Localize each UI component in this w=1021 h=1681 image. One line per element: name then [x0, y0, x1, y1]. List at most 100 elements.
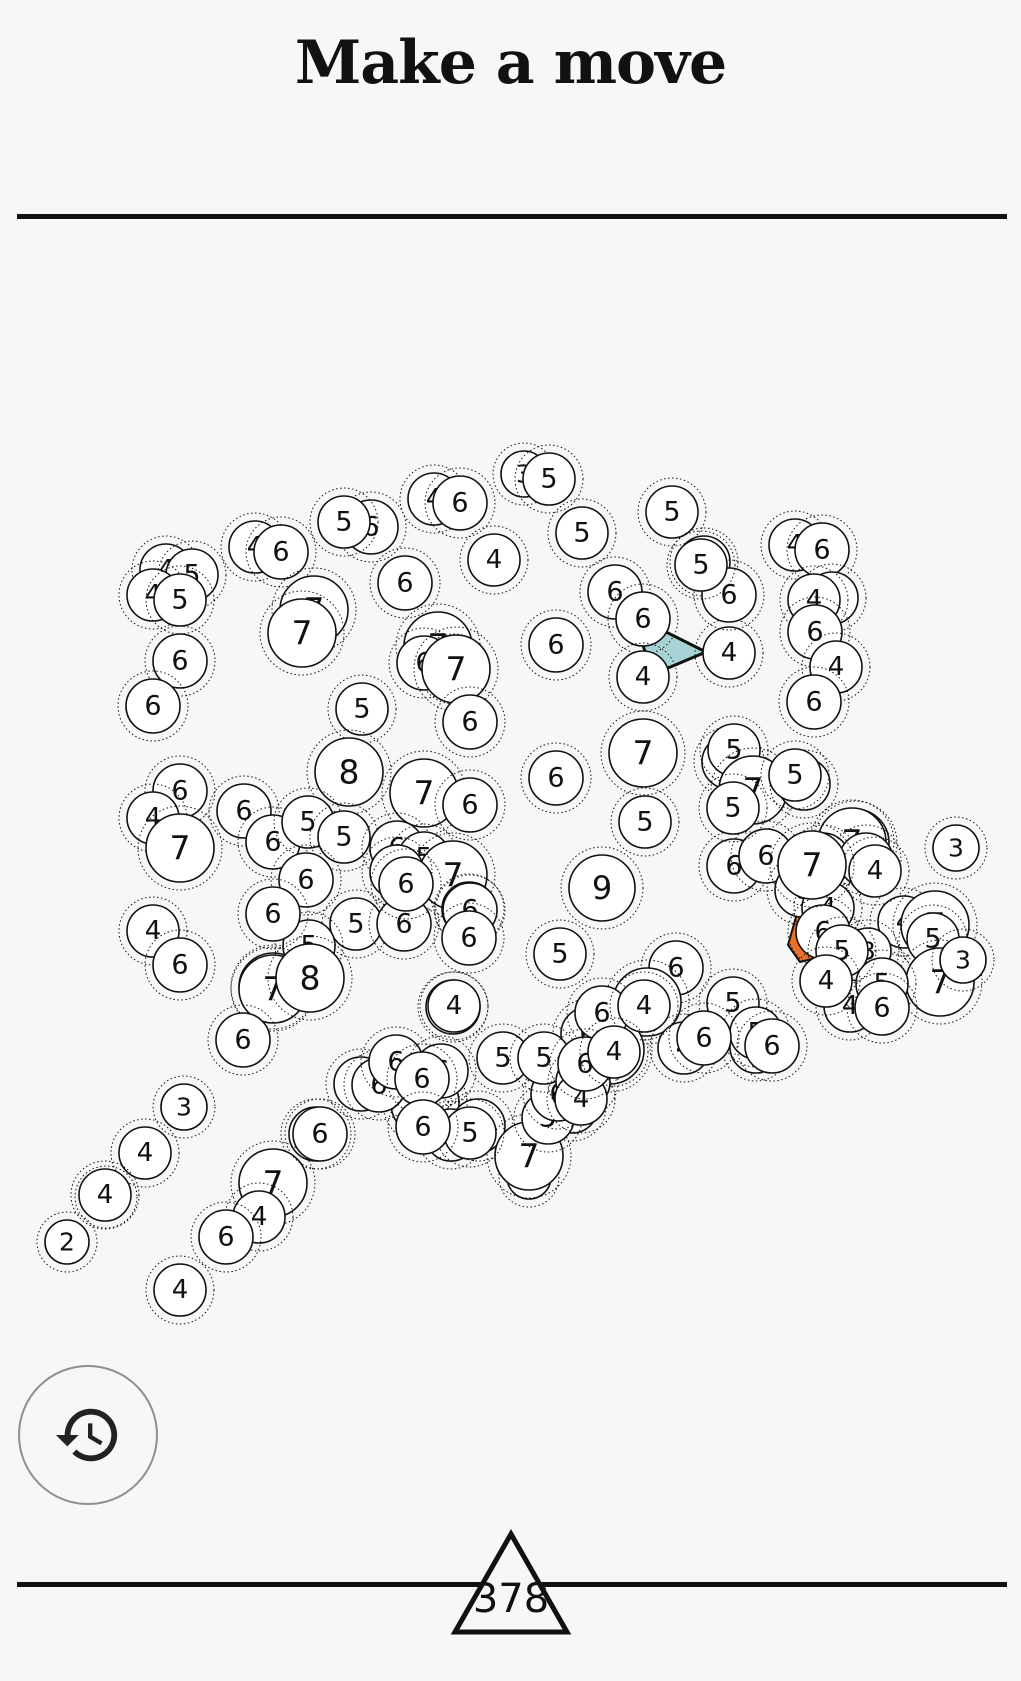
- node-circle[interactable]: [314, 737, 384, 807]
- node-circle[interactable]: [395, 1099, 451, 1155]
- board-node[interactable]: 7: [769, 822, 855, 908]
- board-node[interactable]: 6: [117, 670, 189, 742]
- board-node[interactable]: 3: [152, 1075, 216, 1139]
- board-node[interactable]: 6: [190, 1201, 262, 1273]
- board-node[interactable]: 6: [424, 467, 496, 539]
- undo-button[interactable]: [18, 1365, 158, 1505]
- board-node[interactable]: 5: [610, 787, 680, 857]
- node-circle[interactable]: [78, 1168, 132, 1222]
- board-node[interactable]: 5: [145, 565, 215, 635]
- board-node[interactable]: 5: [514, 444, 584, 514]
- node-circle[interactable]: [198, 1209, 254, 1265]
- board-node[interactable]: 6: [434, 686, 506, 758]
- board-node[interactable]: 4: [419, 971, 489, 1041]
- node-circle[interactable]: [702, 626, 756, 680]
- board-node[interactable]: 6: [433, 902, 505, 974]
- board-node[interactable]: 7: [259, 590, 345, 676]
- node-circle[interactable]: [932, 824, 980, 872]
- board-node[interactable]: 6: [607, 583, 679, 655]
- board-node[interactable]: 6: [368, 888, 440, 960]
- board-node[interactable]: 7: [413, 626, 499, 712]
- board-node[interactable]: 4: [459, 525, 529, 595]
- board-node[interactable]: 6: [369, 547, 441, 619]
- node-circle[interactable]: [317, 810, 371, 864]
- node-circle[interactable]: [848, 844, 902, 898]
- node-circle[interactable]: [568, 854, 636, 922]
- node-circle[interactable]: [777, 830, 847, 900]
- node-circle[interactable]: [645, 485, 699, 539]
- node-circle[interactable]: [44, 1219, 90, 1265]
- node-circle[interactable]: [152, 633, 208, 689]
- node-circle[interactable]: [153, 1263, 207, 1317]
- board-node[interactable]: 8: [306, 729, 392, 815]
- board-node[interactable]: 6: [387, 1091, 459, 1163]
- board-node[interactable]: 6: [668, 1002, 740, 1074]
- node-circle[interactable]: [278, 852, 334, 908]
- node-circle[interactable]: [615, 591, 671, 647]
- node-circle[interactable]: [145, 813, 215, 883]
- node-circle[interactable]: [768, 748, 822, 802]
- board-node[interactable]: 5: [637, 477, 707, 547]
- node-circle[interactable]: [160, 1083, 208, 1131]
- node-circle[interactable]: [617, 979, 671, 1033]
- node-circle[interactable]: [432, 475, 488, 531]
- board-node[interactable]: 6: [144, 625, 216, 697]
- node-circle[interactable]: [674, 538, 728, 592]
- node-circle[interactable]: [215, 1012, 271, 1068]
- node-circle[interactable]: [442, 777, 498, 833]
- board-node[interactable]: 6: [144, 929, 216, 1001]
- node-circle[interactable]: [799, 954, 853, 1008]
- board-node[interactable]: 4: [694, 618, 764, 688]
- board-node[interactable]: 6: [386, 1043, 458, 1115]
- board-node[interactable]: 3: [931, 928, 995, 992]
- board-node[interactable]: 3: [924, 816, 988, 880]
- node-circle[interactable]: [744, 1018, 800, 1074]
- node-circle[interactable]: [377, 555, 433, 611]
- board-node[interactable]: 5: [698, 773, 768, 843]
- board-node[interactable]: 6: [245, 516, 317, 588]
- board-node[interactable]: 5: [321, 889, 391, 959]
- board-node[interactable]: 4: [579, 1017, 649, 1087]
- node-circle[interactable]: [533, 927, 587, 981]
- board-node[interactable]: 5: [309, 487, 379, 557]
- node-circle[interactable]: [427, 979, 481, 1033]
- node-circle[interactable]: [522, 452, 576, 506]
- board-node[interactable]: 4: [110, 1118, 180, 1188]
- node-circle[interactable]: [528, 617, 584, 673]
- board-node[interactable]: 6: [736, 1010, 808, 1082]
- node-circle[interactable]: [253, 524, 309, 580]
- node-circle[interactable]: [676, 1010, 732, 1066]
- node-circle[interactable]: [267, 598, 337, 668]
- node-circle[interactable]: [292, 1106, 348, 1162]
- node-circle[interactable]: [317, 495, 371, 549]
- node-circle[interactable]: [245, 886, 301, 942]
- board-node[interactable]: 4: [70, 1160, 140, 1230]
- node-circle[interactable]: [442, 694, 498, 750]
- board-node[interactable]: 4: [791, 946, 861, 1016]
- board-node[interactable]: 7: [600, 710, 686, 796]
- node-circle[interactable]: [335, 682, 389, 736]
- node-circle[interactable]: [528, 750, 584, 806]
- node-circle[interactable]: [706, 781, 760, 835]
- board-node[interactable]: 6: [520, 742, 592, 814]
- board-node[interactable]: 8: [267, 935, 353, 1021]
- node-circle[interactable]: [441, 910, 497, 966]
- node-circle[interactable]: [608, 718, 678, 788]
- node-circle[interactable]: [467, 533, 521, 587]
- board-node[interactable]: 9: [560, 846, 644, 930]
- node-circle[interactable]: [275, 943, 345, 1013]
- board-node[interactable]: 5: [468, 1023, 538, 1093]
- node-circle[interactable]: [618, 795, 672, 849]
- node-circle[interactable]: [939, 936, 987, 984]
- node-circle[interactable]: [587, 1025, 641, 1079]
- node-circle[interactable]: [152, 937, 208, 993]
- node-circle[interactable]: [378, 856, 434, 912]
- node-circle[interactable]: [786, 674, 842, 730]
- board-node[interactable]: 5: [525, 919, 595, 989]
- node-circle[interactable]: [125, 678, 181, 734]
- node-circle[interactable]: [616, 650, 670, 704]
- board-node[interactable]: 4: [840, 836, 910, 906]
- node-circle[interactable]: [555, 506, 609, 560]
- board-node[interactable]: 5: [547, 498, 617, 568]
- board-node[interactable]: 7: [137, 805, 223, 891]
